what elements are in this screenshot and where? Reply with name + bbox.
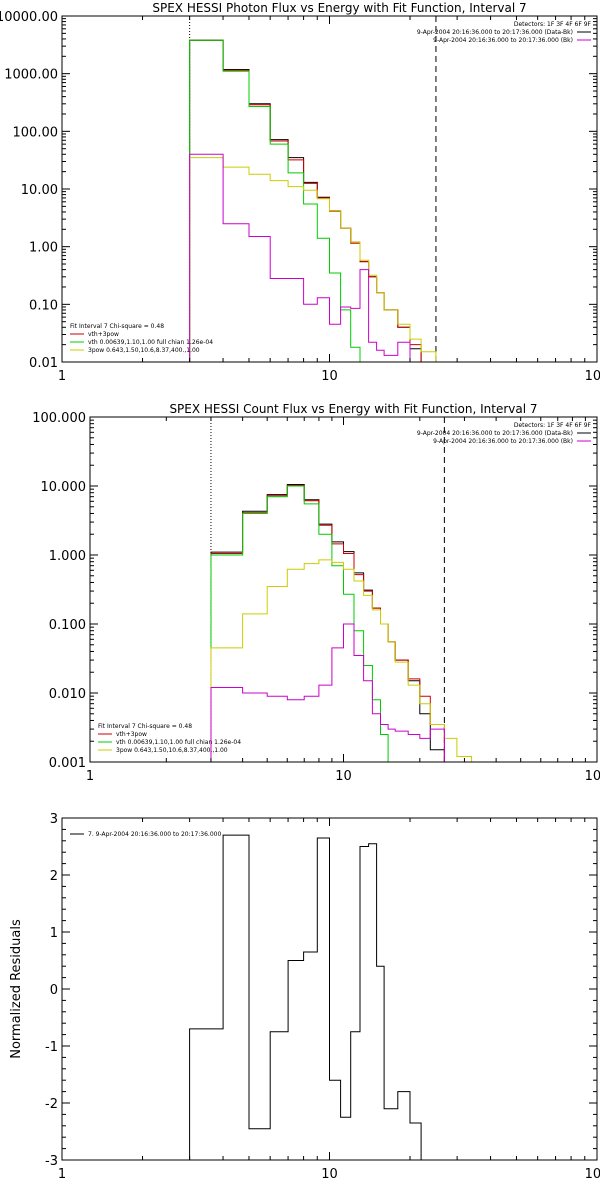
y-axis-label: Normalized Residuals [9,919,24,1059]
y-tick-label: -3 [45,1154,58,1169]
legend-fit-heading: Fit Interval 7 Chi-square = 0.48 [98,723,192,730]
y-tick-label: 1000.00 [4,68,58,83]
chart-1: SPEX HESSI Photon Flux vs Energy with Fi… [0,1,600,384]
x-tick-label: 10 [335,769,352,784]
y-tick-label: 100.000 [32,411,86,426]
chart-3: 1 10 100 -3 -2 -1 0 1 2 3 Normalized Residuals 7. 9… [9,812,600,1182]
x-tick-label: 100 [585,1167,600,1182]
series-3pow-line [189,157,450,362]
series-residual-line [189,834,422,1160]
y-tick-label: 0.01 [29,356,58,371]
series-3pow-line [210,559,473,762]
series-bk-line [210,623,445,762]
series-bk-line [189,153,411,362]
legend-top-label: 9-Apr-2004 20:16:36.000 to 20:17:36.000 … [433,37,573,44]
y-tick-label: 10.00 [21,183,58,198]
y-tick-label: 1 [50,926,58,941]
legend-fit-label: vth 0.00639,1.10,1.00 full chian 1.26e-0… [88,339,213,346]
legend-fit-label: vth+3pow [88,331,119,338]
x-tick-label: 100 [585,769,600,784]
legend-fit-label: vth 0.00639,1.10,1.00 full chian 1.26e-0… [116,739,241,746]
y-tick-label: -1 [45,1040,58,1055]
y-tick-label: 0.001 [49,756,86,771]
chart-title: SPEX HESSI Count Flux vs Energy with Fit… [169,402,537,416]
series-group [189,39,450,362]
legend-label: 7. 9-Apr-2004 20:16:36.000 to 20:17:36.0… [88,831,221,838]
x-tick-label: 1 [86,769,94,784]
legend-detectors: Detectors: 1F 3F 4F 6F 9F [514,21,592,28]
legend-top-label: 9-Apr-2004 20:16:36.000 to 20:17:36.000 … [417,29,573,36]
y-tick-label: 0.010 [49,687,86,702]
y-tick-label: 100.00 [13,125,59,140]
chart-title: SPEX HESSI Photon Flux vs Energy with Fi… [152,1,526,15]
chart-2: SPEX HESSI Count Flux vs Energy with Fit… [32,402,600,784]
x-tick-label: 10 [321,369,338,384]
series-group [189,834,422,1160]
legend-fit-label: vth+3pow [116,731,147,738]
series-data-bk-line [210,484,445,762]
series-vth-3pow-line [210,484,445,762]
y-tick-label: 10000.00 [0,10,58,25]
series-vth-line [210,485,396,762]
y-tick-label: 10.000 [41,480,87,495]
legend-fit-label: 3pow 0.643,1.50,10.6,8.37,400.,1.00 [88,347,200,354]
legend-detectors: Detectors: 1F 3F 4F 6F 9F [514,422,592,429]
x-tick-label: 1 [58,1167,66,1182]
legend-top-label: 9-Apr-2004 20:16:36.000 to 20:17:36.000 … [433,438,573,445]
y-tick-label: 1.00 [29,241,58,256]
legend-fit-heading: Fit Interval 7 Chi-square = 0.48 [70,323,164,330]
series-vth-line [189,39,361,362]
x-tick-label: 1 [58,369,66,384]
series-group [210,484,473,762]
y-tick-label: 0.100 [49,618,86,633]
y-tick-label: 0 [50,983,58,998]
y-tick-label: 1.000 [49,549,86,564]
y-tick-label: -2 [45,1097,58,1112]
legend-fit-label: 3pow 0.643,1.50,10.6,8.37,400.,1.00 [116,747,228,754]
x-tick-label: 100 [585,369,600,384]
y-tick-label: 0.10 [29,298,58,313]
x-tick-label: 10 [321,1167,338,1182]
legend-top-label: 9-Apr-2004 20:16:36.000 to 20:17:36.000 … [417,430,573,437]
y-tick-label: 3 [50,812,58,827]
y-tick-label: 2 [50,869,58,884]
